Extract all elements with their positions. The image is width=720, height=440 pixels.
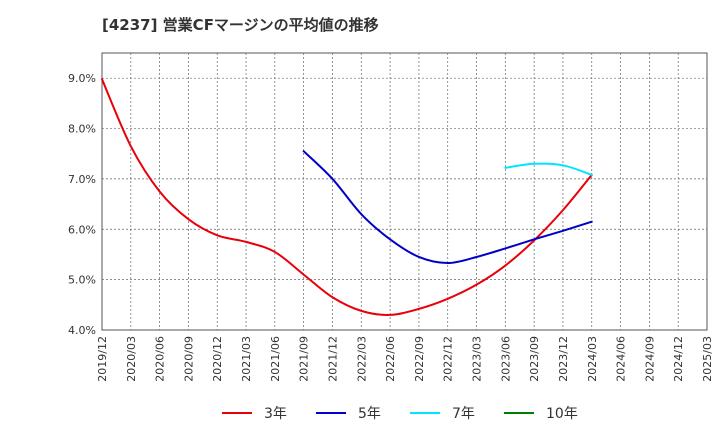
x-tick-label: 2020/12: [211, 336, 224, 382]
x-tick-label: 2024/06: [615, 336, 628, 382]
y-tick-label: 4.0%: [68, 324, 96, 337]
chart-title: [4237] 営業CFマージンの平均値の推移: [102, 16, 379, 34]
x-tick-label: 2022/03: [355, 336, 368, 382]
y-tick-label: 9.0%: [68, 72, 96, 85]
x-axis-ticks: 2019/12 2020/03 2020/06 2020/09 2020/12 2021/…: [96, 336, 714, 382]
series-lines: [101, 78, 593, 316]
x-tick-label: 2023/06: [499, 336, 512, 382]
x-tick-label: 2020/09: [182, 336, 195, 382]
legend-label: 7年: [452, 406, 475, 422]
x-tick-label: 2025/03: [701, 336, 714, 382]
x-tick-label: 2024/09: [643, 336, 656, 382]
legend: 3年 5年 7年 10年: [222, 406, 578, 422]
x-tick-label: 2022/12: [442, 336, 455, 382]
legend-item: 10年: [504, 406, 578, 422]
legend-label: 3年: [264, 406, 287, 422]
x-tick-label: 2021/12: [326, 336, 339, 382]
legend-label: 10年: [546, 406, 578, 422]
series-line-3: [504, 162, 593, 176]
plot-area: [101, 52, 708, 331]
legend-item: 7年: [410, 406, 475, 422]
x-tick-label: 2021/06: [269, 336, 282, 382]
x-tick-label: 2023/09: [528, 336, 541, 382]
y-tick-label: 7.0%: [68, 173, 96, 186]
series-line-1: [101, 78, 593, 316]
x-tick-label: 2024/12: [672, 336, 685, 382]
y-tick-label: 5.0%: [68, 274, 96, 287]
x-tick-label: 2024/03: [586, 336, 599, 382]
x-tick-label: 2022/09: [413, 336, 426, 382]
x-tick-label: 2021/03: [240, 336, 253, 382]
legend-item: 3年: [222, 406, 287, 422]
y-tick-label: 8.0%: [68, 123, 96, 136]
x-tick-label: 2022/06: [384, 336, 397, 382]
x-tick-label: 2020/06: [154, 336, 167, 382]
legend-item: 5年: [316, 406, 381, 422]
x-tick-label: 2019/12: [96, 336, 109, 382]
series-line-2: [302, 150, 593, 265]
x-tick-label: 2021/09: [298, 336, 311, 382]
y-axis-ticks: 4.0% 5.0% 6.0% 7.0% 8.0% 9.0%: [68, 72, 96, 337]
x-tick-label: 2020/03: [125, 336, 138, 382]
legend-label: 5年: [358, 406, 381, 422]
x-tick-label: 2023/12: [557, 336, 570, 382]
y-tick-label: 6.0%: [68, 223, 96, 236]
x-tick-label: 2023/03: [471, 336, 484, 382]
